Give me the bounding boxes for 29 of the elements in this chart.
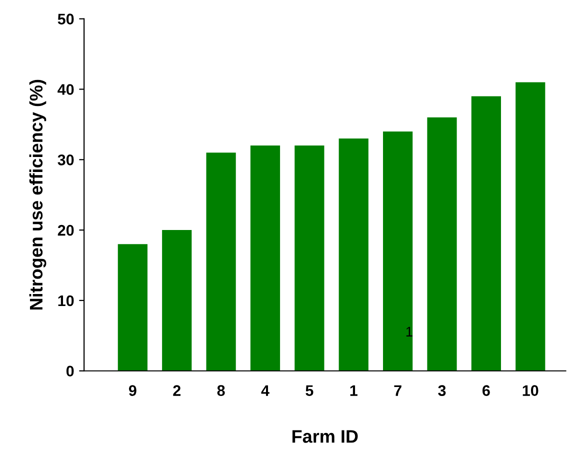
y-tick-label: 10 bbox=[58, 295, 74, 306]
x-tick-label: 3 bbox=[438, 385, 446, 396]
bar bbox=[471, 96, 501, 371]
bar bbox=[338, 138, 368, 371]
bar bbox=[250, 146, 280, 371]
x-tick-label: 5 bbox=[306, 385, 314, 396]
bar bbox=[383, 131, 413, 371]
x-tick-label: 1 bbox=[350, 385, 358, 396]
x-tick-label: 10 bbox=[522, 385, 538, 396]
annotation: 1 bbox=[406, 326, 412, 336]
y-tick-label: 40 bbox=[58, 84, 74, 95]
y-tick-label: 20 bbox=[58, 224, 74, 236]
bar bbox=[118, 244, 148, 371]
bar bbox=[206, 152, 236, 371]
bar bbox=[427, 117, 457, 371]
y-tick-label: 30 bbox=[58, 154, 74, 166]
bar bbox=[162, 230, 192, 371]
y-tick-label: 0 bbox=[66, 366, 74, 377]
x-tick-label: 2 bbox=[173, 385, 180, 396]
bar bbox=[516, 82, 546, 371]
bar bbox=[294, 146, 324, 371]
x-tick-label: 4 bbox=[261, 385, 270, 396]
x-tick-label: 6 bbox=[482, 385, 490, 396]
x-axis-title: Farm ID bbox=[292, 430, 358, 443]
y-axis-title: Nitrogen use efficiency (%) bbox=[29, 80, 46, 310]
x-tick-label: 8 bbox=[217, 385, 225, 396]
y-tick-label: 50 bbox=[58, 14, 74, 25]
x-tick-label: 9 bbox=[128, 385, 136, 396]
x-tick-label: 7 bbox=[394, 385, 402, 396]
